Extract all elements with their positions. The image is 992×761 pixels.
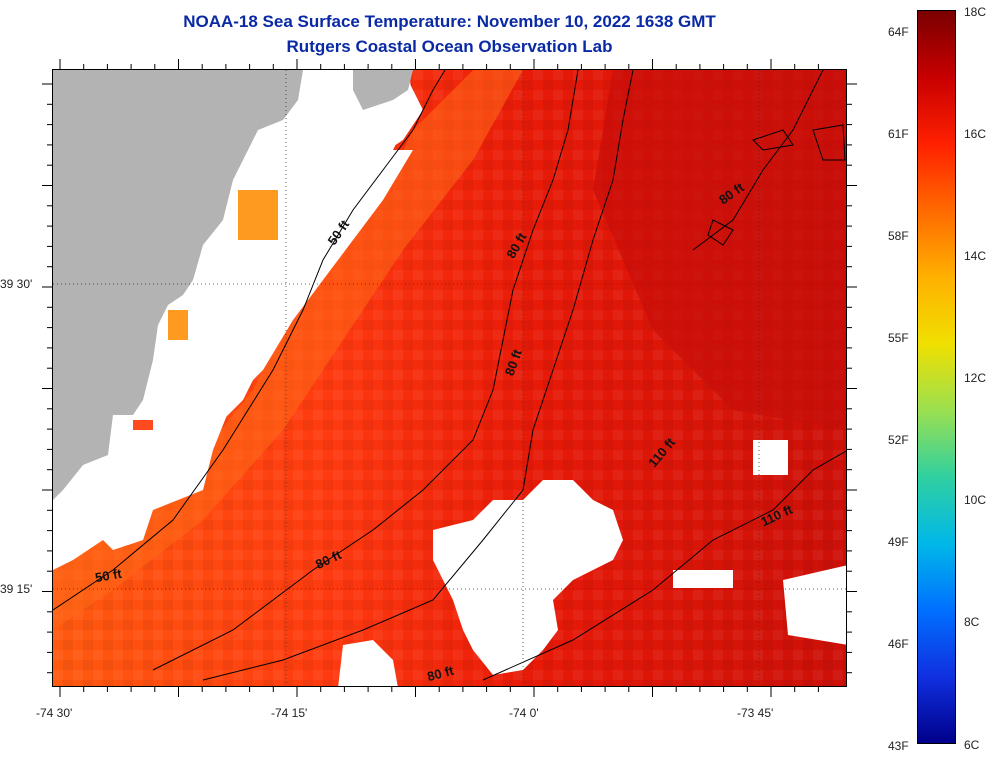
- colorbar-c-label: 8C: [964, 615, 980, 629]
- warm-water-region: [593, 70, 846, 430]
- colorbar-f-label: 64F: [888, 25, 909, 39]
- lat-label: 39 15': [0, 582, 33, 596]
- offshore-cloud: [433, 480, 623, 675]
- contour-80ft: [152, 70, 579, 671]
- map-title: NOAA-18 Sea Surface Temperature: Novembe…: [183, 12, 716, 31]
- colorbar-f-label: 58F: [888, 229, 909, 243]
- lon-label: -74 30': [36, 706, 73, 720]
- colorbar-f-label: 49F: [888, 535, 909, 549]
- colorbar-c-label: 12C: [964, 371, 987, 385]
- land: [53, 70, 303, 500]
- contour-110ft: [482, 450, 846, 681]
- lon-label: -73 45': [737, 706, 774, 720]
- colorbar-f-label: 43F: [888, 739, 909, 753]
- temperature-colorbar: [917, 10, 956, 744]
- contour-50ft: [53, 70, 446, 611]
- lat-label: 39 30': [0, 277, 33, 291]
- sst-map: [52, 69, 847, 687]
- colorbar-c-label: 14C: [964, 249, 987, 263]
- colorbar-c-label: 18C: [964, 5, 987, 19]
- colorbar-c-label: 10C: [964, 493, 987, 507]
- map-subtitle: Rutgers Coastal Ocean Observation Lab: [286, 37, 613, 56]
- colorbar-f-label: 46F: [888, 637, 909, 651]
- lon-label: -74 15': [271, 706, 308, 720]
- colorbar-c-label: 6C: [964, 738, 980, 752]
- cool-nearshore-band: [53, 70, 523, 630]
- lon-label: -74 0': [509, 706, 539, 720]
- colorbar-f-label: 55F: [888, 331, 909, 345]
- colorbar-f-label: 52F: [888, 433, 909, 447]
- colorbar-f-label: 61F: [888, 127, 909, 141]
- colorbar-c-label: 16C: [964, 127, 987, 141]
